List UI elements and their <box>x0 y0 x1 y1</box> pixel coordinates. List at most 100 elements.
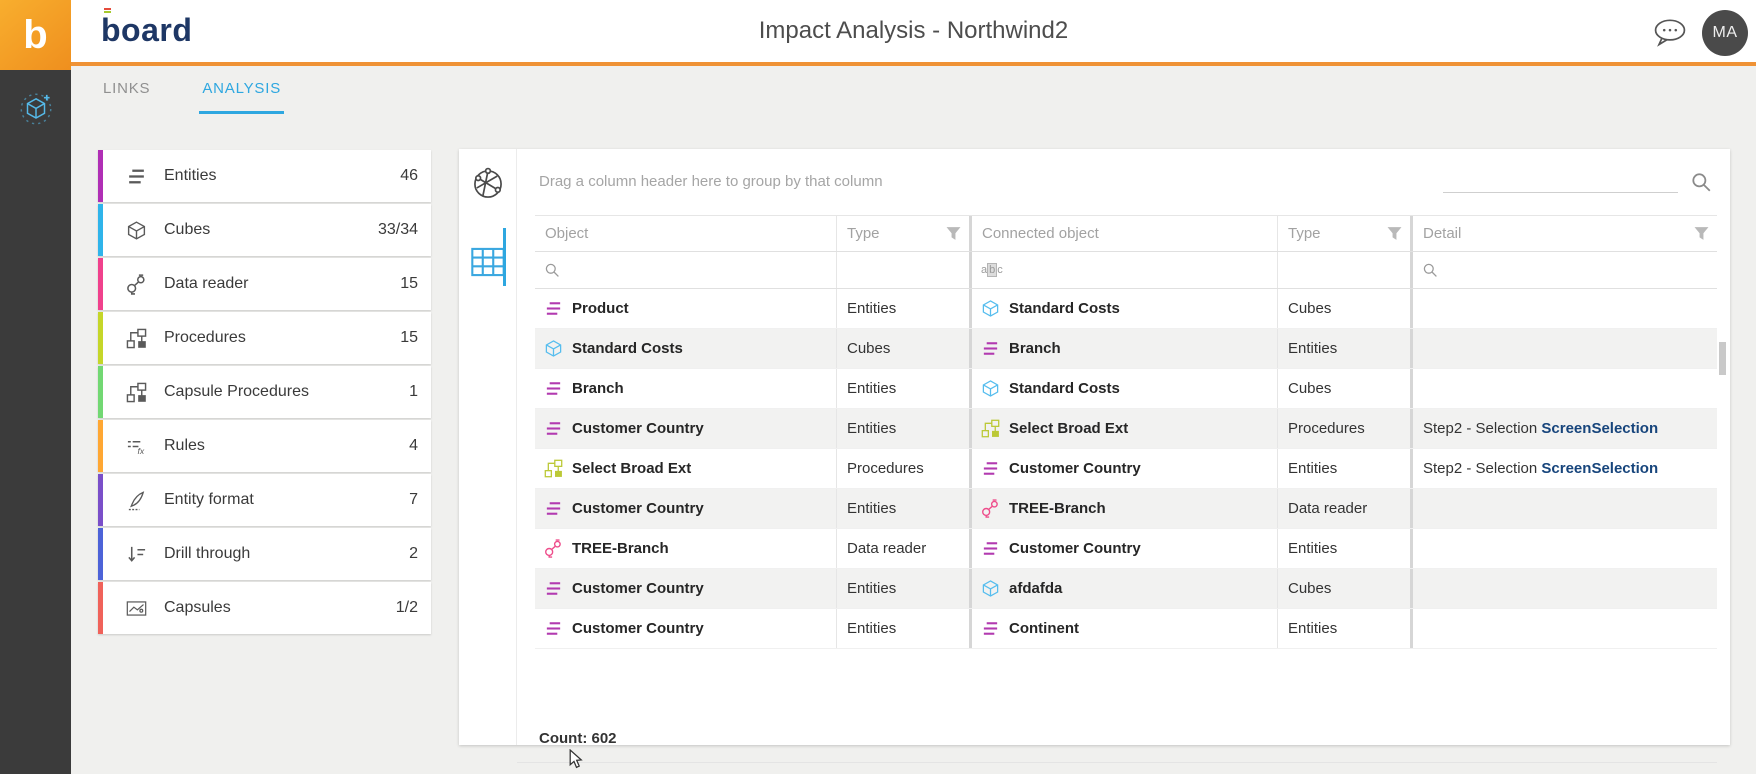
analysis-card: Drag a column header here to group by th… <box>459 149 1730 745</box>
impact-table: Object Type Connected object Type <box>535 215 1717 649</box>
grid-view-icon[interactable] <box>471 245 505 279</box>
sidebar-item-procedures[interactable]: Procedures 15 <box>98 312 431 364</box>
board-wordmark: board <box>101 12 193 48</box>
count-badge: 33/34 <box>377 221 418 238</box>
sidebar-item-rules[interactable]: Rules 4 <box>98 420 431 472</box>
count-badge: 1 <box>409 383 418 400</box>
search-icon <box>1422 262 1438 278</box>
entities-icon <box>544 299 563 318</box>
nav-rail: b <box>0 0 71 774</box>
entities-icon <box>126 166 147 187</box>
group-by-bar: Drag a column header here to group by th… <box>517 149 1730 215</box>
cube-icon <box>981 379 1000 398</box>
grid-search-input[interactable] <box>1443 171 1678 193</box>
count-badge: 4 <box>409 437 418 454</box>
column-header-type[interactable]: Type <box>837 216 972 251</box>
tab-analysis[interactable]: ANALYSIS <box>199 66 285 114</box>
count-badge: 46 <box>400 167 418 184</box>
data-reader-icon <box>126 274 147 295</box>
sidebar-item-capsule-procedures[interactable]: Capsule Procedures 1 <box>98 366 431 418</box>
entities-icon <box>981 459 1000 478</box>
column-header-connected-object[interactable]: Connected object <box>972 216 1278 251</box>
count-row: Count: 602 <box>517 715 1717 763</box>
table-row[interactable]: Branch Entities Standard Costs Cubes <box>535 369 1717 409</box>
type2-filter-cell[interactable] <box>1278 252 1413 288</box>
cube-icon <box>981 299 1000 318</box>
table-row[interactable]: Standard Costs Cubes Branch Entities <box>535 329 1717 369</box>
count-badge: 7 <box>409 491 418 508</box>
entities-icon <box>544 419 563 438</box>
procedure-icon <box>126 328 147 349</box>
filter-icon[interactable] <box>1387 226 1402 241</box>
board-logo-square[interactable]: b <box>0 0 71 70</box>
group-by-hint: Drag a column header here to group by th… <box>539 173 883 190</box>
avatar[interactable]: MA <box>1702 10 1748 56</box>
tab-bar: LINKS ANALYSIS <box>71 66 1756 114</box>
capsules-icon <box>126 598 147 619</box>
page-title: Impact Analysis - Northwind2 <box>758 17 1069 44</box>
cube-icon <box>126 220 147 241</box>
object-filter-cell[interactable] <box>535 252 837 288</box>
sidebar-item-entity-format[interactable]: Entity format 7 <box>98 474 431 526</box>
detail-filter-cell[interactable] <box>1413 252 1717 288</box>
chat-icon[interactable] <box>1652 18 1688 48</box>
count-badge: 15 <box>400 329 418 346</box>
entities-icon <box>544 499 563 518</box>
board-b-glyph: b <box>23 13 48 57</box>
procedure-icon <box>544 459 563 478</box>
tab-links[interactable]: LINKS <box>103 80 151 97</box>
rules-icon <box>126 436 147 457</box>
table-row[interactable]: Customer Country Entities afdafda Cubes <box>535 569 1717 609</box>
top-bar: board Impact Analysis - Northwind2 MA <box>71 0 1756 66</box>
column-header-detail[interactable]: Detail <box>1413 216 1717 251</box>
sidebar-item-cubes[interactable]: Cubes 33/34 <box>98 204 431 256</box>
pen-icon <box>126 490 147 511</box>
data-reader-icon <box>981 499 1000 518</box>
table-row[interactable]: Customer Country Entities Select Broad E… <box>535 409 1717 449</box>
sidebar-item-drill-through[interactable]: Drill through 2 <box>98 528 431 580</box>
type-filter-cell[interactable] <box>837 252 972 288</box>
table-row[interactable]: Customer Country Entities TREE-Branch Da… <box>535 489 1717 529</box>
filter-icon[interactable] <box>946 226 961 241</box>
table-header-row: Object Type Connected object Type <box>535 215 1717 252</box>
entities-icon <box>981 619 1000 638</box>
search-icon[interactable] <box>1690 171 1712 193</box>
row-count: Count: 602 <box>539 730 617 747</box>
sidebar-item-capsules[interactable]: Capsules 1/2 <box>98 582 431 634</box>
entities-icon <box>544 619 563 638</box>
sidebar-item-data-reader[interactable]: Data reader 15 <box>98 258 431 310</box>
sidebar-item-entities[interactable]: Entities 46 <box>98 150 431 202</box>
create-filter-button[interactable]: Create Filter <box>517 763 1717 774</box>
cube-icon <box>981 579 1000 598</box>
table-row[interactable]: TREE-Branch Data reader Customer Country… <box>535 529 1717 569</box>
table-row[interactable]: Customer Country Entities Continent Enti… <box>535 609 1717 649</box>
procedure-icon <box>981 419 1000 438</box>
view-switcher <box>459 149 517 745</box>
count-badge: 2 <box>409 545 418 562</box>
graph-view-icon[interactable] <box>471 167 505 201</box>
table-row[interactable]: Select Broad Ext Procedures Customer Cou… <box>535 449 1717 489</box>
object-type-list: Entities 46 Cubes 33/34 Data reader 15 P… <box>98 150 431 636</box>
count-badge: 15 <box>400 275 418 292</box>
entities-icon <box>981 539 1000 558</box>
vertical-scrollbar-thumb[interactable] <box>1719 342 1726 375</box>
cube-icon <box>544 339 563 358</box>
entities-icon <box>544 579 563 598</box>
column-header-object[interactable]: Object <box>535 216 837 251</box>
table-row[interactable]: Product Entities Standard Costs Cubes <box>535 289 1717 329</box>
count-badge: 1/2 <box>395 599 418 616</box>
column-header-type2[interactable]: Type <box>1278 216 1413 251</box>
search-icon <box>544 262 560 278</box>
filter-icon[interactable] <box>1694 226 1709 241</box>
board-logo-marks <box>104 8 111 14</box>
entities-icon <box>544 379 563 398</box>
active-view-indicator <box>503 228 506 286</box>
entities-icon <box>981 339 1000 358</box>
drill-through-icon <box>126 544 147 565</box>
procedure-icon <box>126 382 147 403</box>
database-nav-icon[interactable] <box>19 92 53 126</box>
